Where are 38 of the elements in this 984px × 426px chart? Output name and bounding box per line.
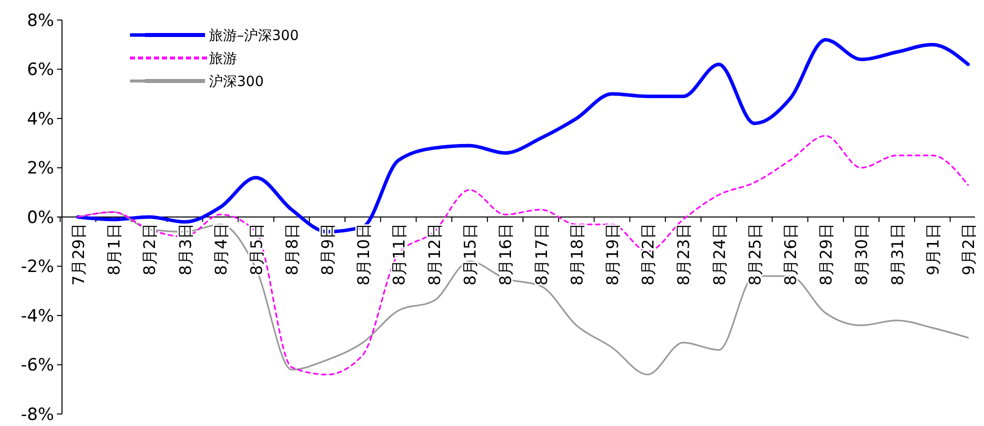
x-tick-label: 8月9日 (318, 223, 338, 276)
x-tick-label: 8月10日 (354, 223, 373, 286)
x-tick-label: 8月16日 (496, 223, 516, 286)
x-tick-label: 8月3日 (176, 223, 195, 276)
x-tick-label: 7月29日 (69, 223, 88, 286)
x-tick-label: 8月2日 (140, 223, 160, 276)
legend-label: 旅游 (209, 50, 237, 67)
x-tick-label: 8月29日 (816, 223, 836, 286)
x-tick-label: 8月17日 (532, 223, 551, 286)
x-tick-label: 8月15日 (460, 223, 480, 286)
x-tick-label: 8月24日 (710, 223, 729, 286)
x-tick-label: 8月19日 (603, 223, 622, 286)
y-tick-label: 0% (27, 208, 54, 228)
y-tick-label: -2% (20, 257, 54, 278)
x-tick-label: 8月1日 (104, 223, 124, 276)
x-tick-label: 9月1日 (923, 223, 942, 276)
y-tick-label: -8% (20, 404, 54, 425)
x-tick-label: 8月25日 (745, 223, 764, 286)
legend-label: 旅游–沪深300 (209, 28, 299, 44)
x-tick-label: 8月30日 (852, 223, 872, 286)
y-tick-label: 2% (27, 158, 54, 179)
y-tick-label: 6% (27, 60, 54, 80)
x-tick-label: 8月12日 (425, 223, 444, 286)
x-tick-label: 8月22日 (638, 223, 658, 286)
y-tick-label: 8% (27, 10, 54, 31)
legend-label: 沪深300 (209, 74, 264, 90)
x-tick-label: 8月8日 (282, 223, 302, 276)
x-tick-label: 9月2日 (959, 223, 978, 276)
x-tick-label: 8月4日 (211, 223, 230, 276)
y-tick-label: 4% (27, 109, 54, 130)
x-tick-label: 8月11日 (389, 223, 408, 286)
y-tick-label: -4% (20, 306, 54, 326)
y-tick-label: -6% (20, 356, 54, 376)
x-tick-label: 8月31日 (888, 223, 907, 286)
x-tick-label: 8月18日 (567, 223, 586, 286)
x-tick-label: 8月23日 (674, 223, 694, 286)
x-tick-label: 8月26日 (781, 223, 800, 286)
x-tick-label: 8月5日 (247, 223, 266, 276)
